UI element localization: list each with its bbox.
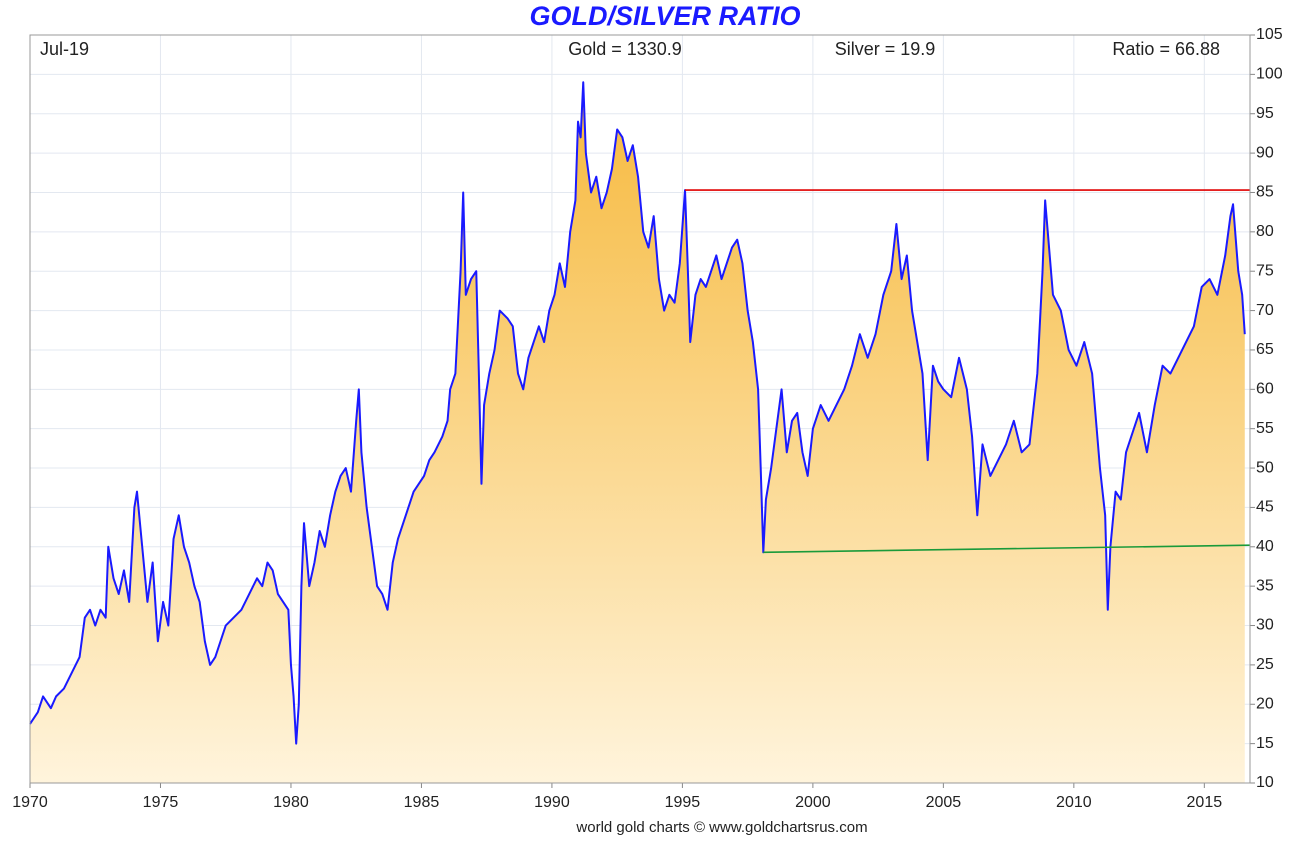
plot-border	[29, 34, 1251, 784]
y-tick-label: 90	[1256, 144, 1274, 161]
y-tick-label: 50	[1256, 459, 1274, 476]
y-tick-label: 10	[1256, 774, 1274, 791]
y-tick-label: 15	[1256, 735, 1274, 752]
gold-label: Gold = 1330.9	[568, 39, 682, 59]
y-tick-label: 45	[1256, 499, 1274, 516]
y-tick-label: 55	[1256, 420, 1274, 437]
ratio-label: Ratio = 66.88	[1112, 39, 1220, 59]
plot-area: 10 15 20 25 30 35 40 45 50 55 60 65 70 75 80 85 90 95 100 1…	[12, 26, 1283, 811]
y-tick-label: 70	[1256, 302, 1274, 319]
y-tick-label: 85	[1256, 184, 1274, 201]
x-tick-label: 1970	[12, 794, 48, 811]
y-tick-label: 40	[1256, 538, 1274, 555]
ratio-line	[29, 81, 1246, 745]
x-tick-label: 2015	[1187, 794, 1223, 811]
y-tick-label: 80	[1256, 223, 1274, 240]
date-label: Jul-19	[40, 39, 89, 59]
area-fill	[30, 82, 1245, 784]
y-tick-label: 60	[1256, 381, 1274, 398]
x-tick-label: 2005	[926, 794, 962, 811]
y-tick-label: 20	[1256, 695, 1274, 712]
chart-title: GOLD/SILVER RATIO	[529, 1, 800, 31]
y-tick-label: 75	[1256, 262, 1274, 279]
x-tick-label: 1990	[534, 794, 570, 811]
silver-label: Silver = 19.9	[835, 39, 936, 59]
y-tick-label: 25	[1256, 656, 1274, 673]
x-tick-label: 1995	[665, 794, 701, 811]
x-tick-label: 2000	[795, 794, 831, 811]
source-note: world gold charts © www.goldchartsrus.co…	[575, 819, 867, 836]
x-tick-label: 1975	[143, 794, 179, 811]
y-tick-label: 35	[1256, 577, 1274, 594]
y-tick-label: 65	[1256, 341, 1274, 358]
y-tick-label: 100	[1256, 66, 1283, 83]
reference-line	[763, 544, 1251, 554]
x-tick-label: 2010	[1056, 794, 1092, 811]
y-tick-label: 30	[1256, 617, 1274, 634]
x-tick-label: 1980	[273, 794, 309, 811]
y-tick-label: 105	[1256, 26, 1283, 43]
y-tick-label: 95	[1256, 105, 1274, 122]
x-tick-label: 1985	[404, 794, 440, 811]
